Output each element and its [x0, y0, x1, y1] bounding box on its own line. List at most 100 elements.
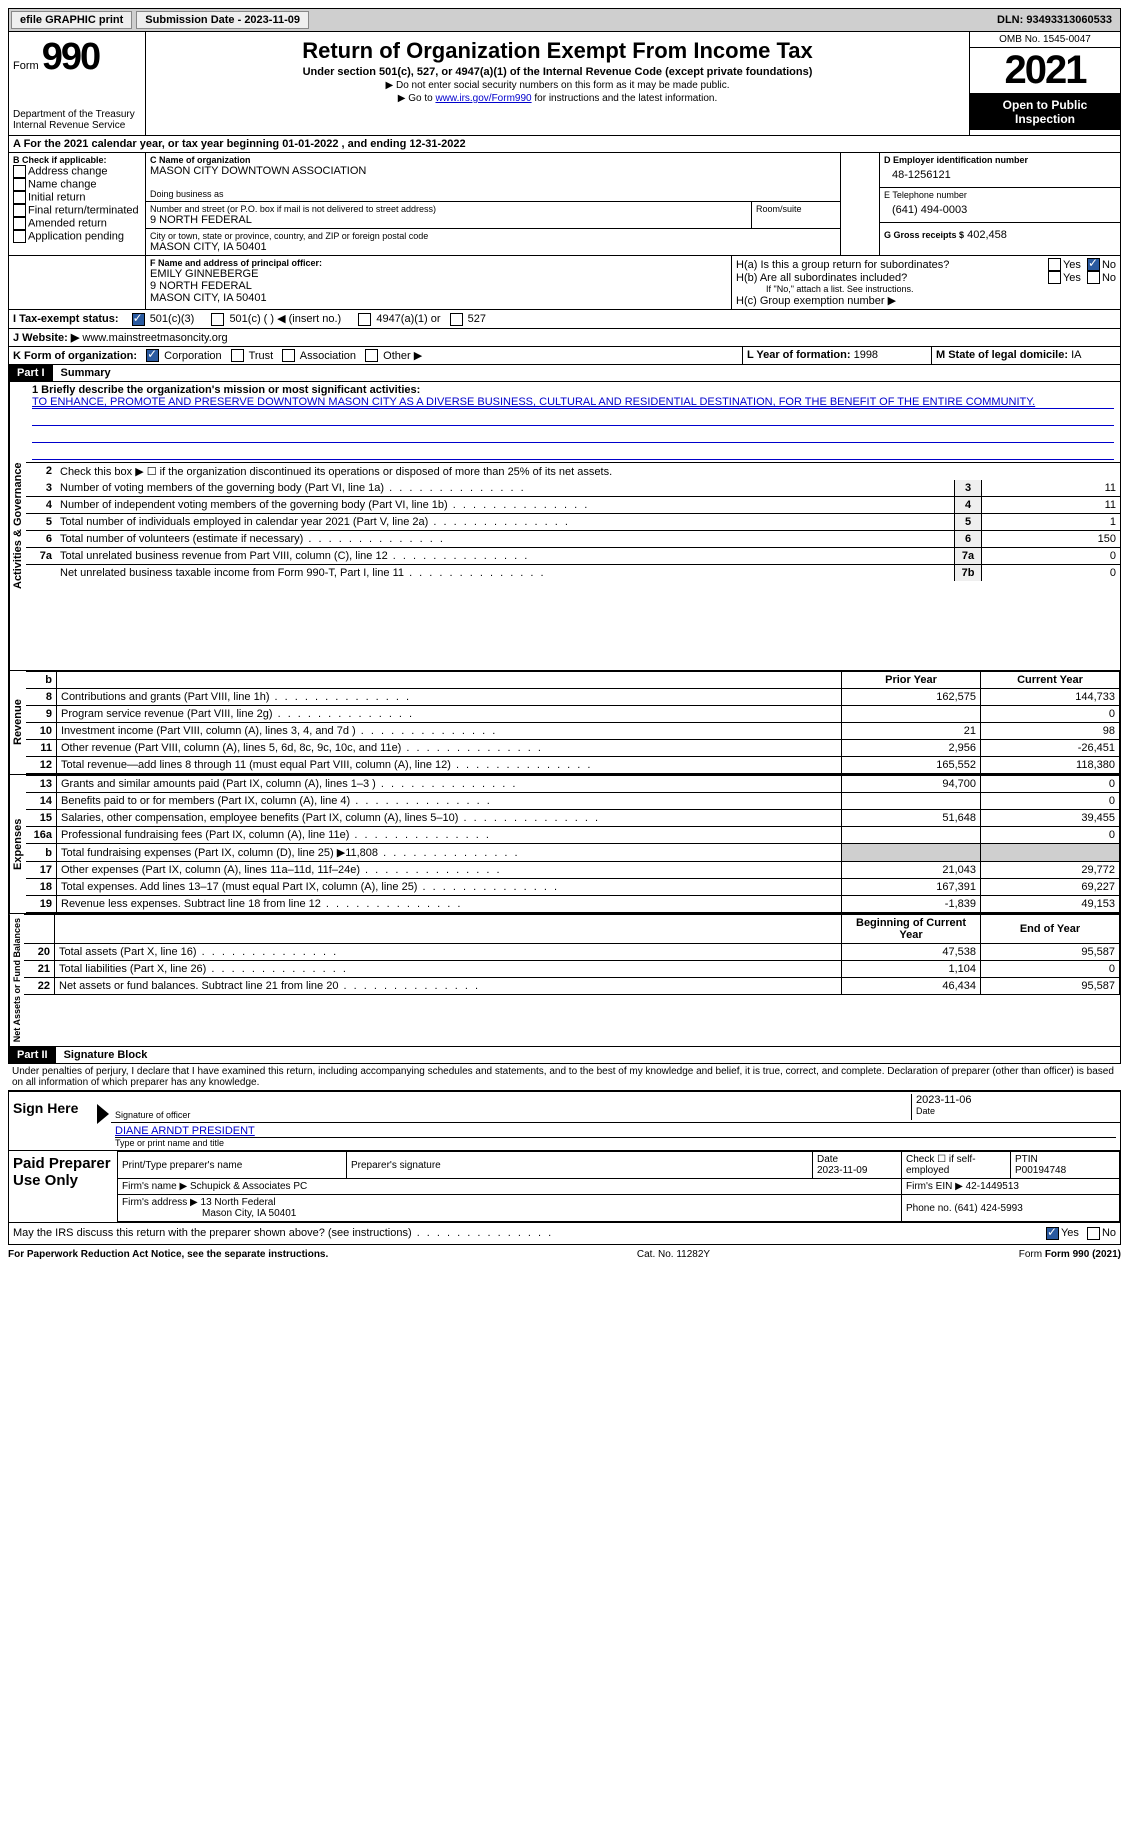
revenue-section: Revenue bPrior YearCurrent Year 8Contrib… — [8, 671, 1121, 775]
check-amended-label: Amended return — [28, 217, 107, 229]
prep-sig-label: Preparer's signature — [347, 1152, 813, 1179]
gov-line: Net unrelated business taxable income fr… — [26, 564, 1120, 581]
fin-row: 9Program service revenue (Part VIII, lin… — [26, 706, 1120, 723]
sign-here-label: Sign Here — [9, 1092, 97, 1150]
city: MASON CITY, IA 50401 — [150, 241, 836, 253]
py-header: Prior Year — [842, 672, 981, 689]
expenses-section: Expenses 13Grants and similar amounts pa… — [8, 775, 1121, 914]
header-right: OMB No. 1545-0047 2021 Open to Public In… — [970, 32, 1120, 135]
c-label: C Name of organization — [150, 155, 836, 165]
firm-addr-label: Firm's address ▶ — [122, 1197, 198, 1208]
footer: For Paperwork Reduction Act Notice, see … — [8, 1245, 1121, 1264]
check-501c3[interactable] — [132, 313, 145, 326]
tab-governance: Activities & Governance — [9, 382, 26, 670]
tab-expenses: Expenses — [9, 775, 26, 913]
spacer — [841, 153, 880, 255]
website: www.mainstreetmasoncity.org — [82, 332, 227, 344]
4947-label: 4947(a)(1) or — [376, 313, 440, 325]
check-527[interactable] — [450, 313, 463, 326]
officer-city: MASON CITY, IA 50401 — [150, 292, 727, 304]
addr-label: Number and street (or P.O. box if mail i… — [150, 204, 747, 214]
ecy-header: End of Year — [981, 915, 1120, 944]
omb-label: OMB No. 1545-0047 — [970, 32, 1120, 48]
gov-line: 6Total number of volunteers (estimate if… — [26, 530, 1120, 547]
form-subtitle: Under section 501(c), 527, or 4947(a)(1)… — [152, 66, 963, 78]
check-trust[interactable] — [231, 349, 244, 362]
discuss-yes[interactable] — [1046, 1227, 1059, 1240]
sign-here-section: Sign Here Signature of officer 2023-11-0… — [8, 1090, 1121, 1151]
501c-label: 501(c) ( ) ◀ (insert no.) — [229, 313, 341, 325]
efile-button[interactable]: efile GRAPHIC print — [11, 11, 132, 29]
firm-ein-label: Firm's EIN ▶ — [906, 1181, 963, 1192]
officer-street: 9 NORTH FEDERAL — [150, 280, 727, 292]
gov-line: 3Number of voting members of the governi… — [26, 480, 1120, 496]
b-label: B Check if applicable: — [13, 155, 141, 165]
officer-info: F Name and address of principal officer:… — [146, 256, 732, 309]
check-4947[interactable] — [358, 313, 371, 326]
hb-no[interactable] — [1087, 271, 1100, 284]
fin-row: 12Total revenue—add lines 8 through 11 (… — [26, 757, 1120, 774]
netassets-table: Beginning of Current YearEnd of Year 20T… — [24, 914, 1120, 995]
officer-printed: DIANE ARNDT PRESIDENT — [115, 1125, 1116, 1138]
l-label: L Year of formation: — [747, 349, 851, 361]
ha-no[interactable] — [1087, 258, 1100, 271]
irs-link[interactable]: www.irs.gov/Form990 — [435, 93, 531, 104]
check-address[interactable] — [13, 165, 26, 178]
check-pending[interactable] — [13, 230, 26, 243]
dln-label: DLN: 93493313060533 — [997, 14, 1118, 26]
city-label: City or town, state or province, country… — [150, 231, 836, 241]
check-initial[interactable] — [13, 191, 26, 204]
firm-name: Schupick & Associates PC — [190, 1181, 307, 1192]
fin-row: 10Investment income (Part VIII, column (… — [26, 723, 1120, 740]
f-label: F Name and address of principal officer: — [150, 258, 727, 268]
check-name[interactable] — [13, 178, 26, 191]
note2-post: for instructions and the latest informat… — [534, 93, 717, 104]
officer-name: EMILY GINNEBERGE — [150, 268, 727, 280]
check-assoc[interactable] — [282, 349, 295, 362]
prep-date-label: Date — [817, 1154, 838, 1165]
dept-label: Department of the Treasury Internal Reve… — [13, 109, 141, 131]
firm-ein: 42-1449513 — [966, 1181, 1019, 1192]
submission-date-button[interactable]: Submission Date - 2023-11-09 — [136, 11, 309, 29]
arrow-icon — [97, 1104, 109, 1124]
gov-line: 4Number of independent voting members of… — [26, 496, 1120, 513]
form-title: Return of Organization Exempt From Incom… — [152, 38, 963, 64]
org-info: C Name of organization MASON CITY DOWNTO… — [146, 153, 841, 255]
check-amended[interactable] — [13, 217, 26, 230]
fin-row: 16aProfessional fundraising fees (Part I… — [26, 827, 1120, 844]
public-inspection: Open to Public Inspection — [970, 94, 1120, 130]
firm-name-label: Firm's name ▶ — [122, 1181, 187, 1192]
fin-row: 21Total liabilities (Part X, line 26)1,1… — [24, 961, 1120, 978]
cat-no: Cat. No. 11282Y — [637, 1249, 710, 1260]
yes-label: Yes — [1061, 1227, 1079, 1240]
k-label: K Form of organization: — [13, 350, 137, 362]
part1-title: Part I — [9, 365, 53, 381]
hb-yes[interactable] — [1048, 271, 1061, 284]
header-left: Form 990 Department of the Treasury Inte… — [9, 32, 146, 135]
sig-officer-label: Signature of officer — [115, 1110, 911, 1120]
fin-row: 11Other revenue (Part VIII, column (A), … — [26, 740, 1120, 757]
revenue-body: bPrior YearCurrent Year 8Contributions a… — [26, 671, 1120, 774]
ha-yes[interactable] — [1048, 258, 1061, 271]
check-corp[interactable] — [146, 349, 159, 362]
hc-label: H(c) Group exemption number ▶ — [736, 294, 1116, 307]
check-501c[interactable] — [211, 313, 224, 326]
check-final[interactable] — [13, 204, 26, 217]
fin-row: bTotal fundraising expenses (Part IX, co… — [26, 844, 1120, 862]
perjury-text: Under penalties of perjury, I declare th… — [8, 1064, 1121, 1090]
org-name: MASON CITY DOWNTOWN ASSOCIATION — [150, 165, 836, 177]
discuss-row: May the IRS discuss this return with the… — [8, 1223, 1121, 1245]
fin-row: 15Salaries, other compensation, employee… — [26, 810, 1120, 827]
501c3-label: 501(c)(3) — [150, 313, 195, 325]
mission-text: TO ENHANCE, PROMOTE AND PRESERVE DOWNTOW… — [32, 396, 1114, 409]
expenses-body: 13Grants and similar amounts paid (Part … — [26, 775, 1120, 913]
form-number: 990 — [42, 36, 99, 78]
paperwork: For Paperwork Reduction Act Notice, see … — [8, 1249, 328, 1260]
discuss-no[interactable] — [1087, 1227, 1100, 1240]
firm-addr1: 13 North Federal — [201, 1197, 276, 1208]
line2: Check this box ▶ ☐ if the organization d… — [56, 463, 1120, 480]
i-row: I Tax-exempt status: 501(c)(3) 501(c) ( … — [8, 310, 1121, 329]
check-other[interactable] — [365, 349, 378, 362]
firm-phone-label: Phone no. — [906, 1203, 952, 1214]
fin-row: 18Total expenses. Add lines 13–17 (must … — [26, 879, 1120, 896]
